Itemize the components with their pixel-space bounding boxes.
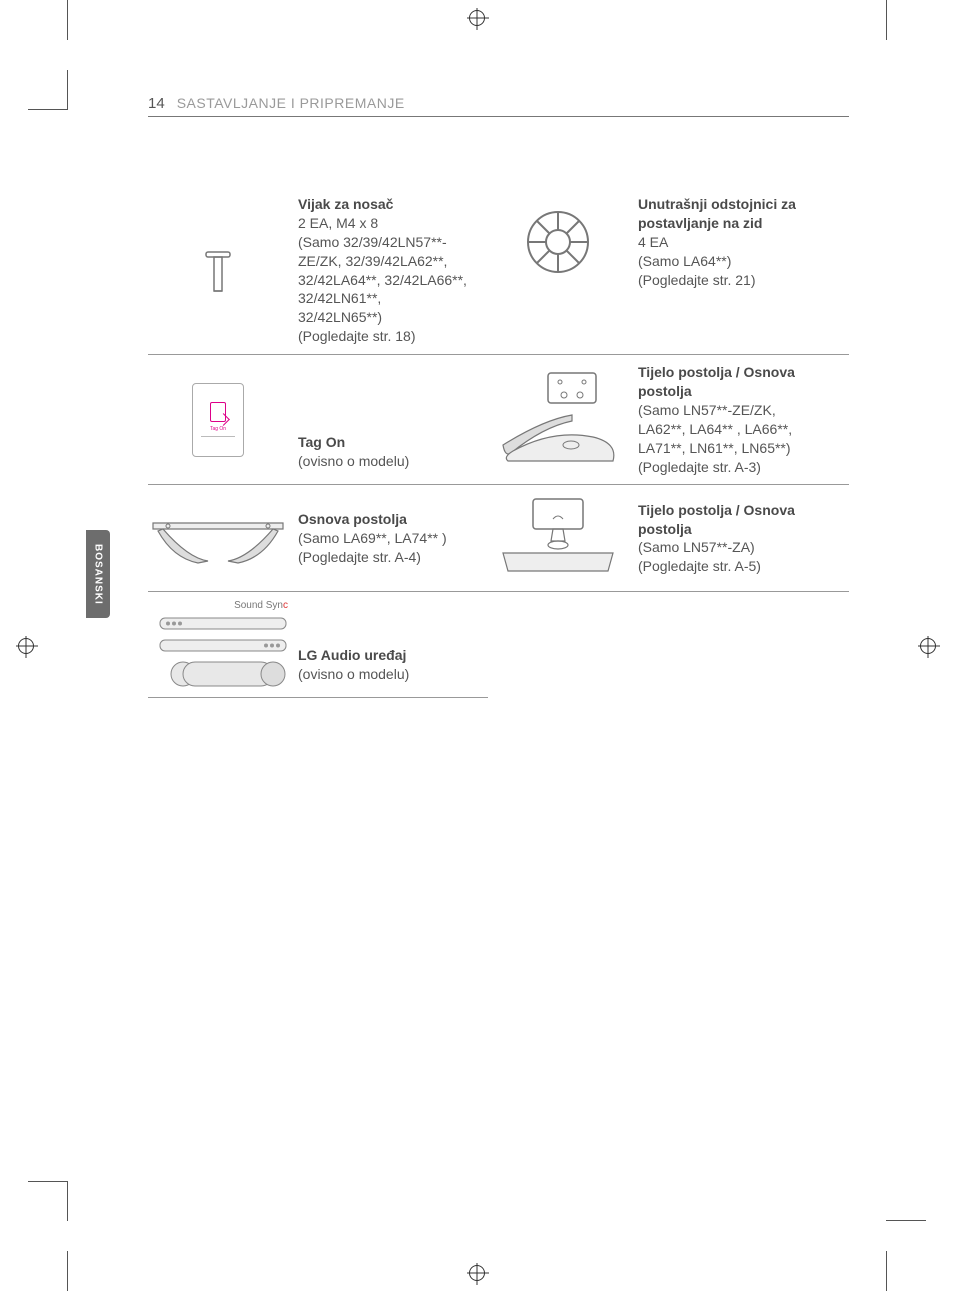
part-title: Tag On: [298, 434, 345, 450]
part-title: Tijelo postolja / Osnova postolja: [638, 502, 795, 537]
parts-row: Tag On Tag On (ovisno o modelu): [148, 355, 849, 485]
part-line: (ovisno o modelu): [298, 453, 409, 469]
part-line: LA62**, LA64** , LA66**,: [638, 421, 792, 437]
part-line: (Pogledajte str. A-3): [638, 459, 761, 475]
part-text: Tijelo postolja / Osnova postolja (Samo …: [638, 363, 842, 476]
part-cell-bracket-screw: Vijak za nosač 2 EA, M4 x 8 (Samo 32/39/…: [148, 187, 488, 354]
registration-mark-icon: [920, 638, 936, 654]
tag-on-icon: Tag On: [148, 383, 288, 457]
part-cell-audio-device: Sound Sync LG Audio uređaj (ovisno o mod…: [148, 592, 488, 697]
parts-row: Vijak za nosač 2 EA, M4 x 8 (Samo 32/39/…: [148, 187, 849, 355]
part-text: Unutrašnji odstojnici za postavljanje na…: [638, 195, 842, 289]
part-line: (ovisno o modelu): [298, 666, 409, 682]
stand-base-icon: [148, 503, 288, 573]
part-text: Osnova postolja (Samo LA69**, LA74** ) (…: [298, 510, 447, 567]
part-line: (Pogledajte str. A-5): [638, 558, 761, 574]
part-line: (Pogledajte str. A-4): [298, 549, 421, 565]
part-title: Unutrašnji odstojnici za postavljanje na…: [638, 196, 796, 231]
part-line: 2 EA, M4 x 8: [298, 215, 378, 231]
language-tab: BOSANSKI: [86, 530, 110, 618]
part-title: Tijelo postolja / Osnova postolja: [638, 364, 795, 399]
registration-mark-icon: [18, 638, 34, 654]
page-header: 14 SASTAVLJANJE I PRIPREMANJE: [148, 95, 849, 117]
wall-spacer-icon: [488, 202, 628, 282]
sound-sync-label: Sound Sync: [168, 600, 288, 611]
crop-mark: [67, 0, 68, 40]
bracket-screw-icon: [148, 246, 288, 296]
part-line: (Samo LA69**, LA74** ): [298, 530, 447, 546]
part-line: 32/42LN65**): [298, 309, 382, 325]
stand-body-2-icon: [488, 493, 628, 583]
part-line: (Samo LA64**): [638, 253, 731, 269]
part-line: 32/42LN61**,: [298, 290, 381, 306]
part-line: (Pogledajte str. 21): [638, 272, 756, 288]
part-text: Tag On (ovisno o modelu): [298, 433, 409, 477]
part-title: Vijak za nosač: [298, 196, 393, 212]
crop-mark: [886, 1220, 926, 1221]
part-title: Osnova postolja: [298, 511, 407, 527]
part-line: (Samo LN57**-ZE/ZK,: [638, 402, 776, 418]
part-cell-stand-body-2: Tijelo postolja / Osnova postolja (Samo …: [488, 485, 848, 591]
section-title: SASTAVLJANJE I PRIPREMANJE: [177, 95, 405, 111]
crop-mark: [886, 1251, 887, 1291]
part-cell-stand-body-1: Tijelo postolja / Osnova postolja (Samo …: [488, 355, 848, 484]
part-cell-stand-base: Osnova postolja (Samo LA69**, LA74** ) (…: [148, 485, 488, 591]
part-line: (Samo 32/39/42LN57**-: [298, 234, 447, 250]
crop-mark: [67, 1251, 68, 1291]
crop-mark: [886, 0, 887, 40]
stand-body-icon: [488, 365, 628, 475]
crop-mark: [28, 1181, 68, 1221]
audio-device-icon: Sound Sync: [148, 600, 288, 689]
part-text: LG Audio uređaj (ovisno o modelu): [298, 646, 409, 690]
part-title: LG Audio uređaj: [298, 647, 406, 663]
parts-grid: Vijak za nosač 2 EA, M4 x 8 (Samo 32/39/…: [148, 187, 849, 698]
registration-mark-icon: [469, 10, 485, 26]
page-number: 14: [148, 95, 165, 112]
page-content: 14 SASTAVLJANJE I PRIPREMANJE Vijak za n…: [148, 95, 849, 685]
parts-row: Osnova postolja (Samo LA69**, LA74** ) (…: [148, 485, 849, 592]
registration-mark-icon: [469, 1265, 485, 1281]
part-line: LA71**, LN61**, LN65**): [638, 440, 791, 456]
part-line: 4 EA: [638, 234, 668, 250]
part-line: (Pogledajte str. 18): [298, 328, 416, 344]
part-line: (Samo LN57**-ZA): [638, 539, 755, 555]
part-line: ZE/ZK, 32/39/42LA62**,: [298, 253, 447, 269]
part-text: Vijak za nosač 2 EA, M4 x 8 (Samo 32/39/…: [298, 195, 467, 346]
part-cell-wall-spacers: Unutrašnji odstojnici za postavljanje na…: [488, 187, 848, 297]
crop-mark: [28, 70, 68, 110]
part-line: 32/42LA64**, 32/42LA66**,: [298, 272, 467, 288]
part-text: Tijelo postolja / Osnova postolja (Samo …: [638, 501, 842, 577]
part-cell-tag-on: Tag On Tag On (ovisno o modelu): [148, 355, 488, 484]
parts-row: Sound Sync LG Audio uređaj (ovisno o mod…: [148, 592, 488, 698]
